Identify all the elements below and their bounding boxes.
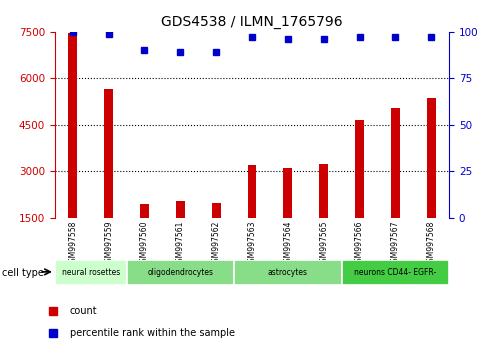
Bar [104,89,113,218]
Bar [283,168,292,218]
Text: GSM997559: GSM997559 [104,221,113,267]
Bar [68,33,77,218]
Text: cell type: cell type [2,268,44,278]
Bar [319,164,328,218]
Bar [355,120,364,218]
Text: GSM997564: GSM997564 [283,221,292,267]
Text: GSM997560: GSM997560 [140,221,149,267]
Text: GSM997562: GSM997562 [212,221,221,267]
Text: neurons CD44- EGFR-: neurons CD44- EGFR- [354,268,437,277]
Text: astrocytes: astrocytes [268,268,308,277]
Text: GSM997568: GSM997568 [427,221,436,267]
Bar [427,98,436,218]
Text: GSM997566: GSM997566 [355,221,364,267]
Bar [140,204,149,218]
Text: GSM997561: GSM997561 [176,221,185,267]
Text: GSM997567: GSM997567 [391,221,400,267]
Bar [127,260,234,285]
Text: percentile rank within the sample: percentile rank within the sample [69,328,235,338]
Bar [55,260,127,285]
Text: GSM997558: GSM997558 [68,221,77,267]
Text: GSM997565: GSM997565 [319,221,328,267]
Text: count: count [69,306,97,316]
Text: oligodendrocytes: oligodendrocytes [147,268,213,277]
Title: GDS4538 / ILMN_1765796: GDS4538 / ILMN_1765796 [161,16,343,29]
Text: neural rosettes: neural rosettes [61,268,120,277]
Bar [342,260,449,285]
Bar [176,201,185,218]
Bar [234,260,342,285]
Bar [248,165,256,218]
Text: GSM997563: GSM997563 [248,221,256,267]
Bar [212,203,221,218]
Bar [391,108,400,218]
